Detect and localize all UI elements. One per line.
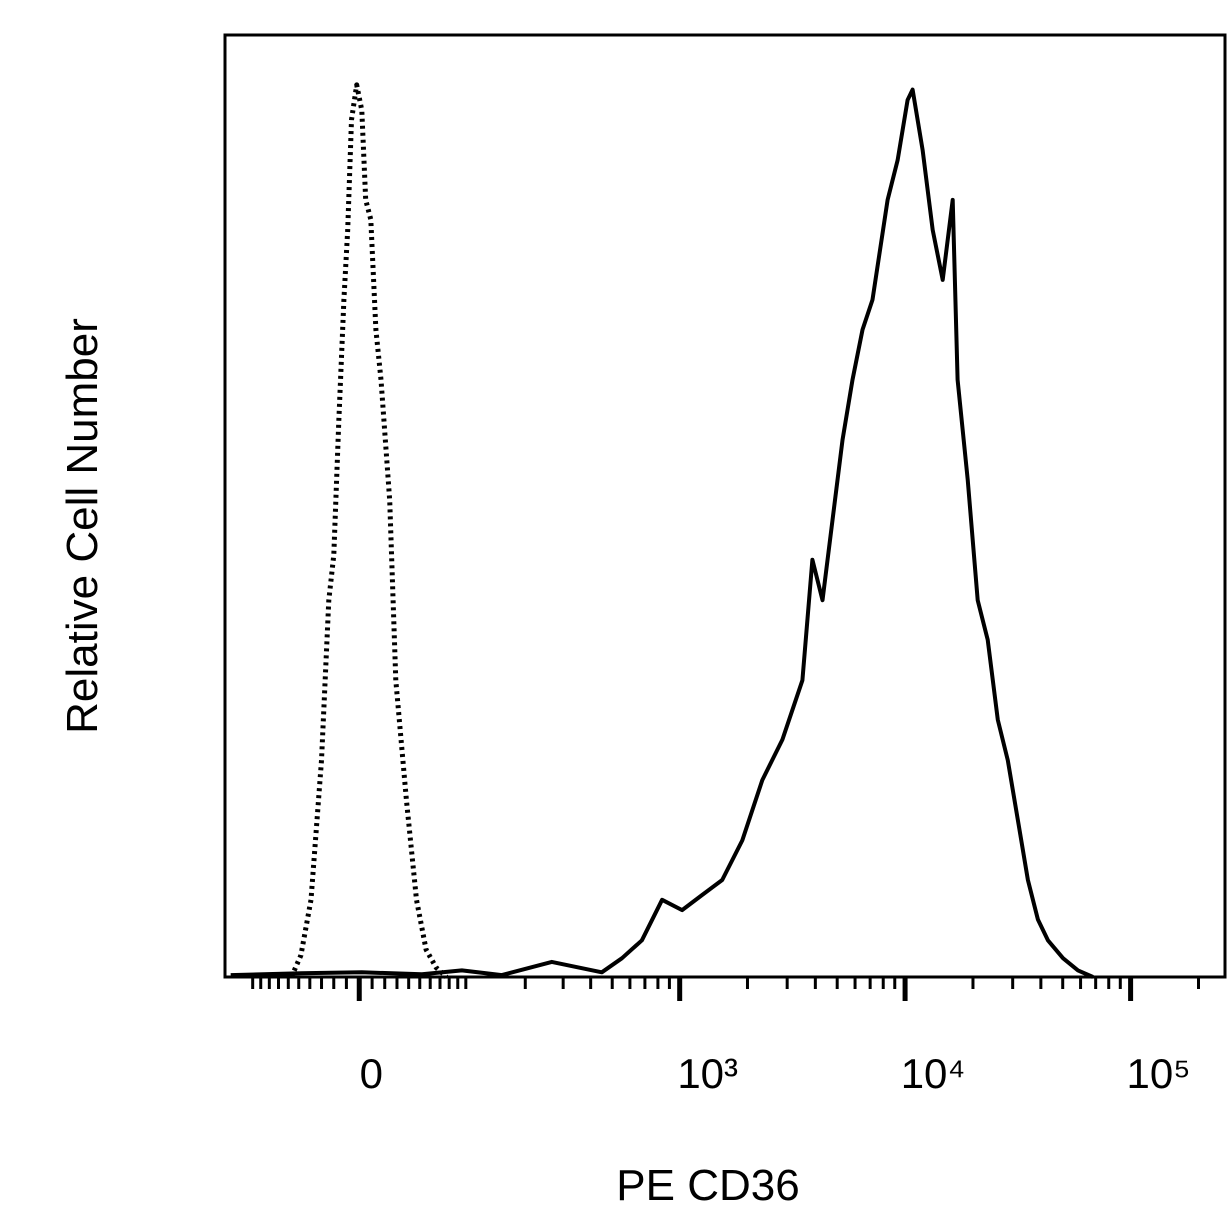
x-axis-label: PE CD36 xyxy=(616,1161,799,1210)
histogram-line xyxy=(230,87,1094,979)
y-axis-label: Relative Cell Number xyxy=(58,318,107,734)
x-tick-label: 10⁵ xyxy=(1127,1050,1191,1097)
x-tick-label: 0 xyxy=(360,1050,383,1097)
x-tick-label: 10⁴ xyxy=(901,1050,966,1097)
histogram-line xyxy=(289,82,449,979)
x-tick-label: 10³ xyxy=(677,1050,738,1097)
plot-frame xyxy=(223,33,1227,979)
